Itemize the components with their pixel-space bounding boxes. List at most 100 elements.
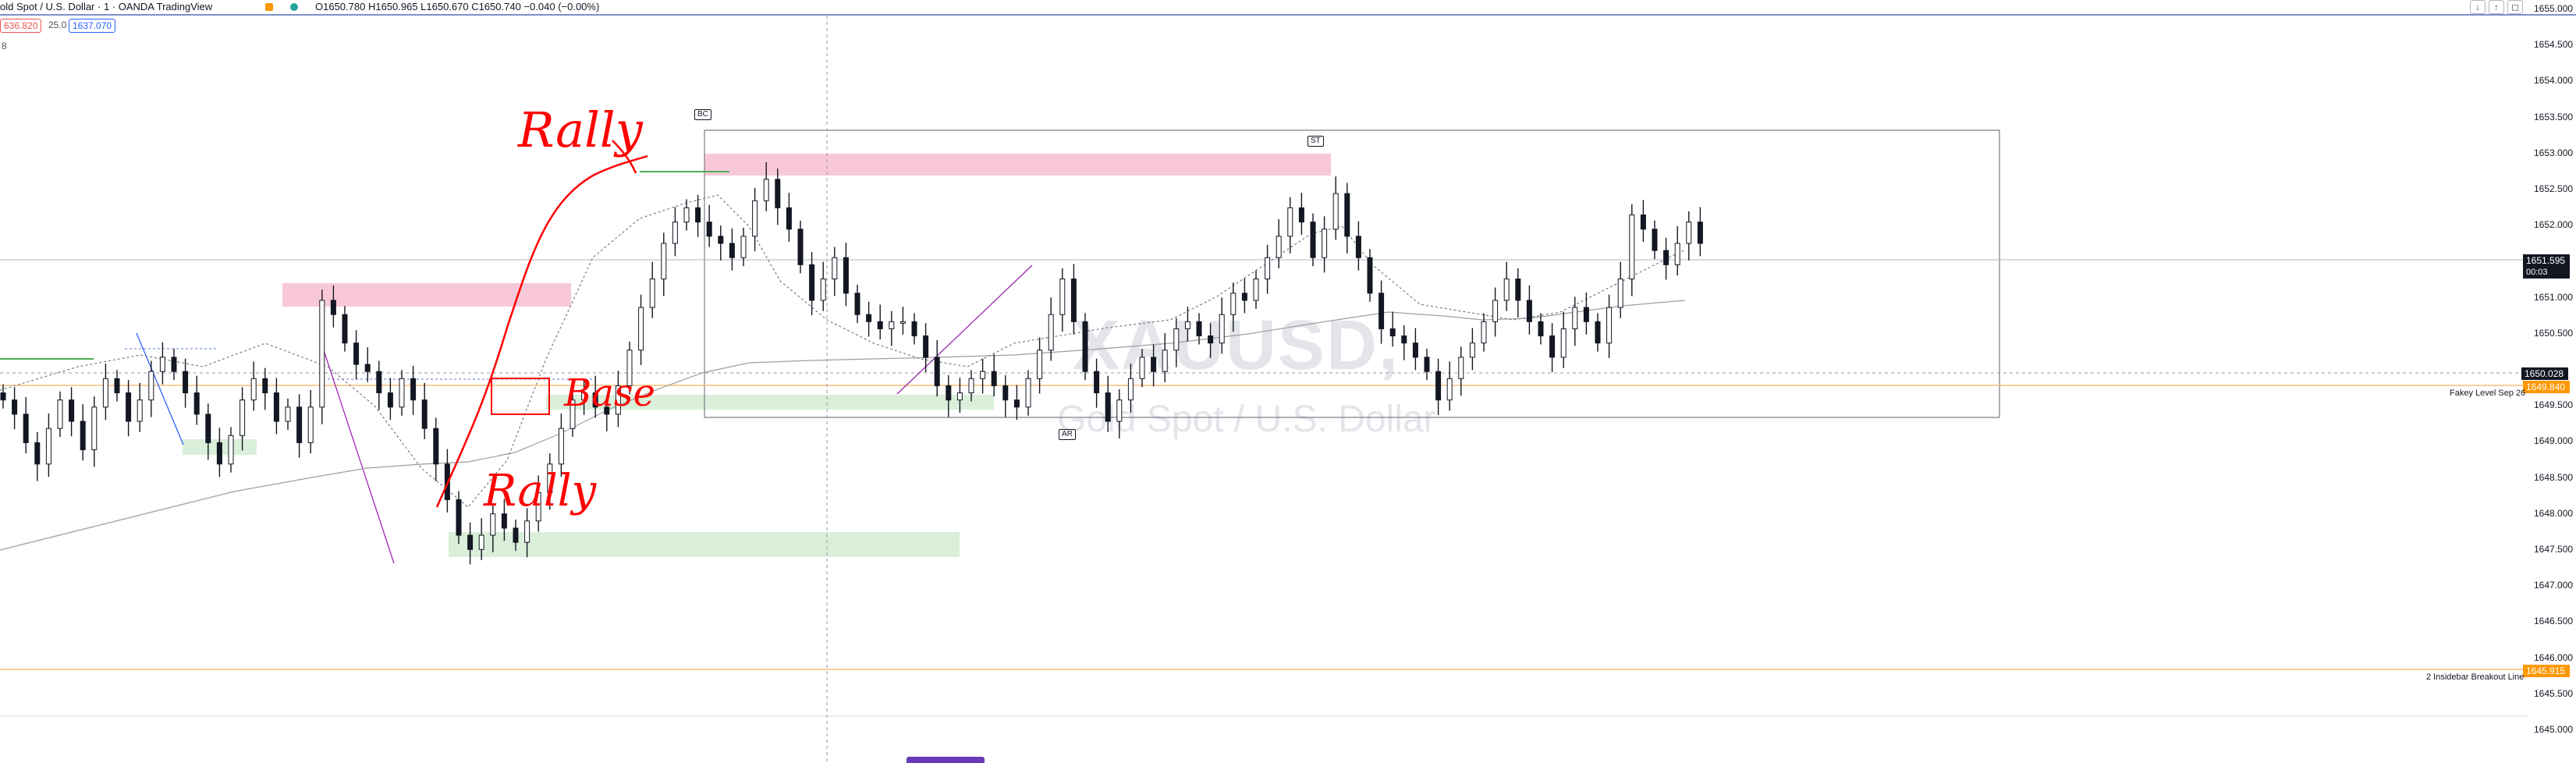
candle-body	[1401, 335, 1407, 344]
candle-body	[1230, 293, 1237, 315]
candle-body	[250, 378, 257, 401]
candle-body	[1025, 378, 1031, 408]
candle-body	[1515, 279, 1521, 301]
candle-body	[889, 321, 895, 329]
candle-body	[1059, 279, 1066, 315]
maximize-icon[interactable]: ◻	[2507, 0, 2523, 14]
candle-body	[866, 314, 872, 322]
price-axis-label: 1651.000	[2534, 291, 2574, 303]
candle-body	[797, 229, 804, 265]
candle-body	[1355, 236, 1361, 258]
candle-body	[1265, 257, 1271, 280]
base-highlight-box	[491, 378, 550, 415]
candle-body	[604, 406, 610, 415]
price-axis-label: 1646.000	[2534, 651, 2574, 663]
candle-body	[946, 385, 952, 401]
price-chart[interactable]	[0, 16, 2528, 763]
candle-body	[718, 236, 724, 244]
price-axis-label: 1652.000	[2534, 219, 2574, 231]
candle-body	[478, 534, 484, 550]
candle-body	[1617, 279, 1623, 308]
candle-body	[569, 399, 576, 429]
price-axis-label: 1645.000	[2534, 724, 2574, 735]
candle-body	[296, 406, 303, 443]
st-marker[interactable]: ST	[1308, 136, 1324, 147]
scroll-down-icon[interactable]: ↓	[2470, 0, 2486, 14]
blue-trendline	[136, 332, 184, 445]
fakey-price-tag: 1649.840	[2523, 381, 2570, 393]
bottom-panel-tab[interactable]	[907, 757, 985, 763]
bc-marker[interactable]: BC	[694, 109, 711, 120]
candle-body	[1549, 335, 1556, 358]
price-axis-label: 1653.000	[2534, 147, 2574, 158]
candle-body	[159, 357, 165, 372]
candle-body	[1663, 250, 1669, 265]
candle-body	[706, 222, 712, 237]
price-axis-label: 1645.500	[2534, 687, 2574, 699]
candle-body	[1674, 243, 1680, 265]
supply-zone	[282, 283, 571, 307]
candle-body	[45, 428, 51, 465]
candle-body	[1640, 214, 1646, 230]
candle-body	[1151, 357, 1157, 372]
candle-body	[695, 207, 701, 223]
candle-body	[1208, 335, 1214, 344]
candle-body	[1037, 350, 1043, 379]
candle-body	[1492, 300, 1499, 322]
indicator-row: 8	[2, 41, 7, 51]
candle-body	[330, 300, 336, 315]
candle-body	[262, 378, 268, 394]
candle-body	[1116, 399, 1123, 422]
candle-body	[740, 236, 747, 258]
purple-trendline	[896, 264, 1033, 395]
candle-body	[558, 428, 564, 465]
candle-body	[1458, 357, 1464, 379]
inside-breakout-price-tag: 1645.915	[2523, 665, 2570, 677]
candle-body	[1572, 307, 1578, 329]
candle-body	[1412, 342, 1418, 358]
ar-marker[interactable]: AR	[1059, 429, 1076, 440]
candle-body	[626, 350, 633, 386]
price-axis-label: 1654.500	[2534, 39, 2574, 51]
candle-body	[1162, 350, 1168, 372]
candle-body	[615, 385, 621, 415]
candlestick-series	[0, 161, 1703, 565]
candle-body	[991, 371, 997, 386]
candle-body	[1560, 328, 1567, 358]
candle-body	[1538, 321, 1544, 337]
crosshair-price-tag: 1650.028	[2521, 367, 2568, 380]
candle-body	[23, 413, 29, 443]
candle-body	[1629, 214, 1635, 280]
price-axis-label: 1647.500	[2534, 544, 2574, 555]
handwritten-rally-curve	[435, 154, 648, 508]
candle-body	[1082, 321, 1088, 372]
candle-body	[467, 534, 474, 550]
price-axis-label: 1654.000	[2534, 75, 2574, 87]
candle-body	[34, 442, 41, 465]
fast-moving-average	[0, 194, 1686, 508]
candle-body	[490, 513, 496, 536]
buy-price-button[interactable]: 1637.070	[69, 19, 116, 33]
supply-zone	[704, 154, 1331, 176]
candle-body	[661, 243, 667, 280]
candle-body	[1481, 321, 1487, 344]
candle-body	[1002, 385, 1009, 401]
candle-body	[1105, 392, 1111, 422]
candle-body	[899, 321, 906, 324]
candle-body	[980, 371, 986, 379]
candle-body	[410, 378, 417, 401]
inside-breakout-label: 2 Insidebar Breakout Line	[2426, 673, 2525, 682]
candle-body	[524, 520, 530, 543]
purple-trendline	[321, 342, 395, 564]
candle-body	[1446, 378, 1453, 401]
candle-body	[342, 314, 348, 344]
scroll-up-icon[interactable]: ↑	[2489, 0, 2504, 14]
sell-price-button[interactable]: 636.820	[0, 19, 42, 33]
candle-body	[809, 264, 815, 301]
candle-body	[1469, 342, 1475, 358]
trading-range-box	[704, 130, 2000, 418]
candle-body	[1184, 321, 1190, 329]
candle-body	[752, 200, 758, 237]
symbol-title[interactable]: old Spot / U.S. Dollar · 1 · OANDA Tradi…	[0, 1, 213, 12]
candle-body	[421, 399, 428, 429]
